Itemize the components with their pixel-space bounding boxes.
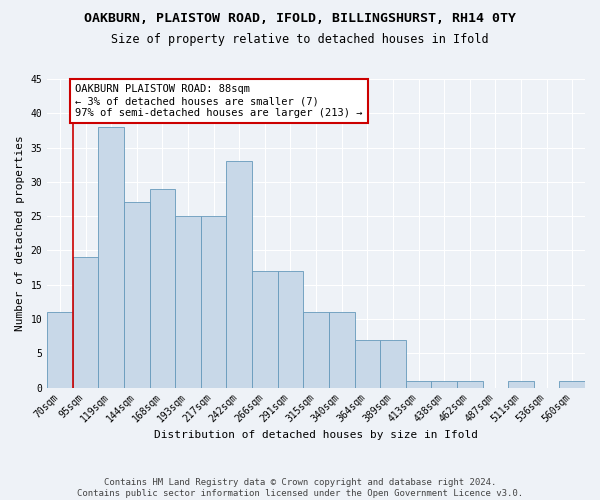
Text: Contains HM Land Registry data © Crown copyright and database right 2024.
Contai: Contains HM Land Registry data © Crown c… (77, 478, 523, 498)
Bar (175, 216, 201, 388)
Bar (329, 312, 355, 388)
X-axis label: Distribution of detached houses by size in Ifold: Distribution of detached houses by size … (154, 430, 478, 440)
Text: Size of property relative to detached houses in Ifold: Size of property relative to detached ho… (111, 32, 489, 46)
Bar (431, 380, 457, 388)
Bar (355, 340, 380, 388)
Bar (278, 271, 303, 388)
Bar (124, 202, 149, 388)
Bar (201, 216, 226, 388)
Bar (508, 380, 534, 388)
Bar (226, 162, 252, 388)
Bar (303, 312, 329, 388)
Bar (252, 271, 278, 388)
Bar (47, 312, 73, 388)
Bar (457, 380, 482, 388)
Text: OAKBURN, PLAISTOW ROAD, IFOLD, BILLINGSHURST, RH14 0TY: OAKBURN, PLAISTOW ROAD, IFOLD, BILLINGSH… (84, 12, 516, 26)
Bar (380, 340, 406, 388)
Bar (406, 380, 431, 388)
Bar (73, 258, 98, 388)
Bar (149, 188, 175, 388)
Bar (559, 380, 585, 388)
Y-axis label: Number of detached properties: Number of detached properties (15, 136, 25, 331)
Bar (98, 127, 124, 388)
Text: OAKBURN PLAISTOW ROAD: 88sqm
← 3% of detached houses are smaller (7)
97% of semi: OAKBURN PLAISTOW ROAD: 88sqm ← 3% of det… (76, 84, 363, 117)
